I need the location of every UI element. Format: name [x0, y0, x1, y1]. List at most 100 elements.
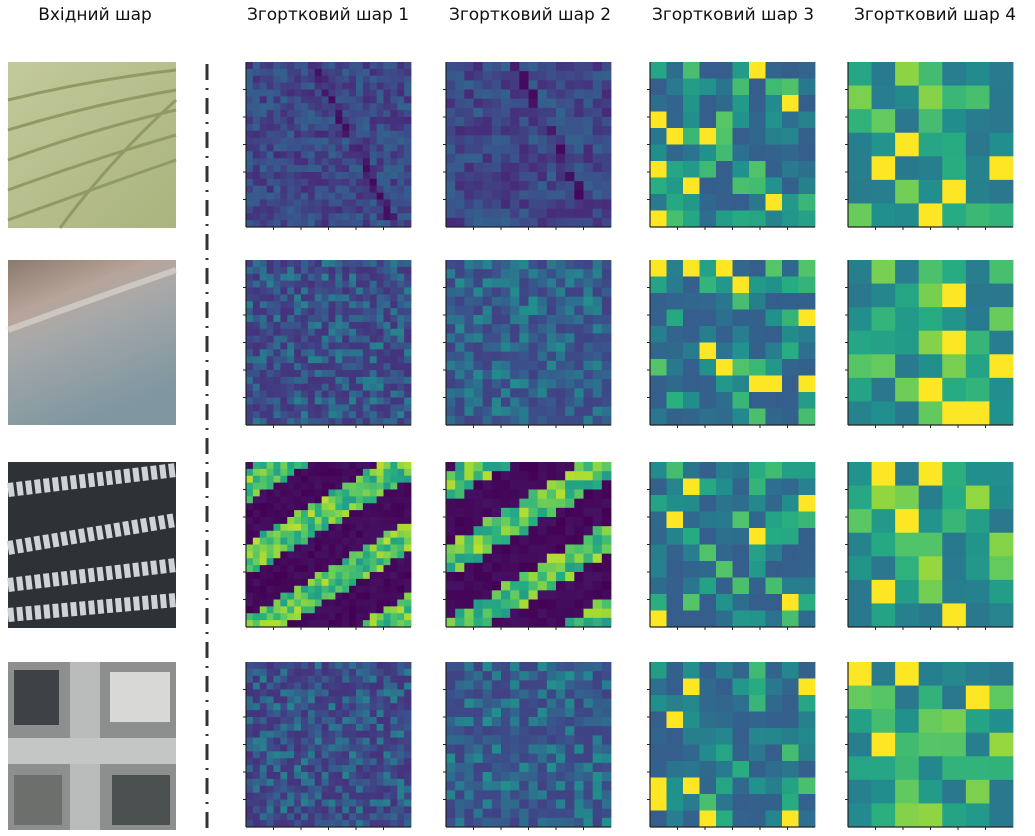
cell — [602, 554, 612, 564]
cell — [260, 356, 267, 363]
cell — [989, 756, 1013, 780]
cell — [377, 83, 384, 90]
cell — [782, 495, 799, 512]
cell — [267, 349, 274, 356]
cell — [335, 510, 342, 517]
cell — [547, 563, 557, 573]
cell — [446, 163, 456, 173]
cell — [667, 594, 684, 611]
cell — [565, 600, 575, 610]
cell — [356, 172, 363, 179]
column-header: Вхідний шар — [38, 5, 152, 25]
cell — [565, 581, 575, 591]
cell — [253, 558, 260, 565]
cell — [308, 103, 315, 110]
cell — [253, 377, 260, 384]
cell — [574, 278, 584, 288]
cell — [397, 786, 404, 793]
cell — [574, 690, 584, 700]
cell — [322, 538, 329, 545]
cell — [377, 398, 384, 405]
cell — [492, 499, 502, 509]
cell — [253, 531, 260, 538]
cell — [519, 572, 529, 582]
cell — [574, 745, 584, 755]
cell — [370, 683, 377, 690]
cell — [342, 363, 349, 370]
figure: Вхідний шар Згортковий шар 1 Згортковий … — [0, 0, 1035, 836]
cell — [782, 545, 799, 562]
cell — [474, 508, 484, 518]
cell — [492, 508, 502, 518]
cell — [519, 563, 529, 573]
cell — [565, 800, 575, 810]
cell — [895, 378, 919, 402]
cell — [397, 404, 404, 411]
cell — [782, 528, 799, 545]
cell — [782, 112, 799, 129]
cell — [501, 370, 511, 380]
cell — [683, 462, 700, 479]
cell — [390, 411, 397, 418]
cell — [294, 200, 301, 207]
cell — [492, 772, 502, 782]
cell — [397, 703, 404, 710]
cell — [716, 794, 733, 811]
cell — [322, 545, 329, 552]
cell — [766, 359, 783, 376]
cell — [700, 145, 717, 162]
cell — [377, 717, 384, 724]
cell — [455, 508, 465, 518]
cell — [483, 717, 493, 727]
cell — [246, 398, 253, 405]
cell — [700, 695, 717, 712]
cell — [519, 708, 529, 718]
cell — [377, 294, 384, 301]
cell — [766, 794, 783, 811]
cell — [510, 726, 520, 736]
cell — [377, 301, 384, 308]
cell — [667, 745, 684, 762]
cell — [342, 288, 349, 295]
cell — [547, 172, 557, 182]
cell — [335, 158, 342, 165]
cell — [363, 772, 370, 779]
cell — [260, 751, 267, 758]
cell — [919, 156, 943, 180]
input-image — [8, 462, 176, 628]
cell — [322, 193, 329, 200]
cell — [342, 411, 349, 418]
cell — [267, 62, 274, 69]
cell — [287, 398, 294, 405]
cell — [287, 524, 294, 531]
cell — [390, 696, 397, 703]
cell — [529, 80, 539, 90]
cell — [335, 690, 342, 697]
cell — [315, 483, 322, 490]
cell — [519, 388, 529, 398]
input-image — [8, 62, 176, 228]
cell — [267, 83, 274, 90]
cell — [667, 112, 684, 129]
cell — [363, 179, 370, 186]
cell — [308, 517, 315, 524]
cell — [446, 508, 456, 518]
cell — [370, 710, 377, 717]
cell — [529, 108, 539, 118]
cell — [287, 462, 294, 469]
cell — [342, 274, 349, 281]
cell — [274, 90, 281, 97]
cell — [384, 370, 391, 377]
cell — [446, 690, 456, 700]
cell — [377, 96, 384, 103]
cell — [322, 606, 329, 613]
cell — [397, 758, 404, 765]
cell — [301, 260, 308, 267]
cell — [464, 590, 474, 600]
cell — [335, 76, 342, 83]
cell — [584, 209, 594, 219]
cell — [683, 145, 700, 162]
cell — [363, 96, 370, 103]
cell — [342, 186, 349, 193]
cell — [377, 703, 384, 710]
